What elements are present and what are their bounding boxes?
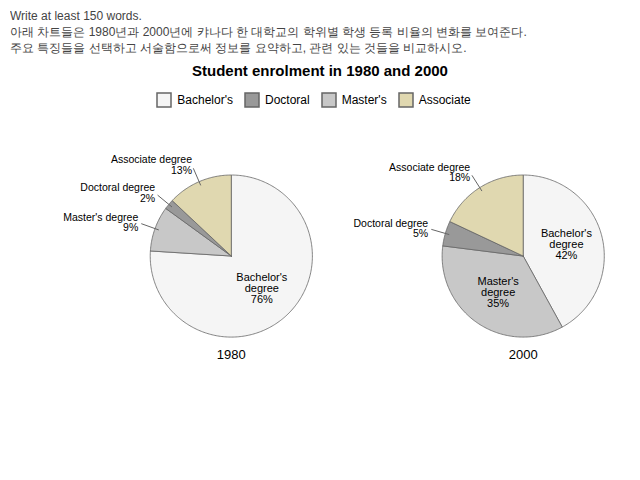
svg-text:Bachelor'sdegree42%: Bachelor'sdegree42% (541, 227, 593, 261)
svg-text:Doctoral degree5%: Doctoral degree5% (353, 217, 428, 240)
svg-text:Associate degree18%: Associate degree18% (389, 161, 470, 184)
svg-text:Bachelor'sdegree76%: Bachelor'sdegree76% (236, 271, 288, 305)
html-text:Bachelor's: Bachelor's (177, 92, 233, 107)
html-text:Master's: Master's (341, 92, 387, 107)
svg-text:Doctoral degree2%: Doctoral degree2% (80, 181, 155, 204)
svg-text:2000: 2000 (509, 347, 538, 362)
svg-text:1980: 1980 (217, 347, 246, 362)
svg-text:Master'sdegree35%: Master'sdegree35% (478, 275, 520, 309)
html-text:Associate: Associate (418, 92, 471, 107)
svg-text:Master's degree9%: Master's degree9% (63, 211, 138, 234)
html-text:Student enrolment in 1980 and: Student enrolment in 1980 and 2000 (192, 62, 448, 79)
html-text:Doctoral: Doctoral (265, 92, 310, 107)
html-text:주요 특징들을 선택하고 서술함으로써 정보를 요약하고,: 주요 특징들을 선택하고 서술함으로써 정보를 요약하고, 관련 있는 것들을 … (10, 41, 467, 55)
html-text:Write at least 150 words.: Write at least 150 words. (10, 9, 142, 23)
svg-text:Associate degree13%: Associate degree13% (111, 153, 192, 176)
html-text:아래 차트들은 1980년과 2000년에 캬나다 한 대학: 아래 차트들은 1980년과 2000년에 캬나다 한 대학교의 학위별 학생 … (10, 25, 527, 39)
